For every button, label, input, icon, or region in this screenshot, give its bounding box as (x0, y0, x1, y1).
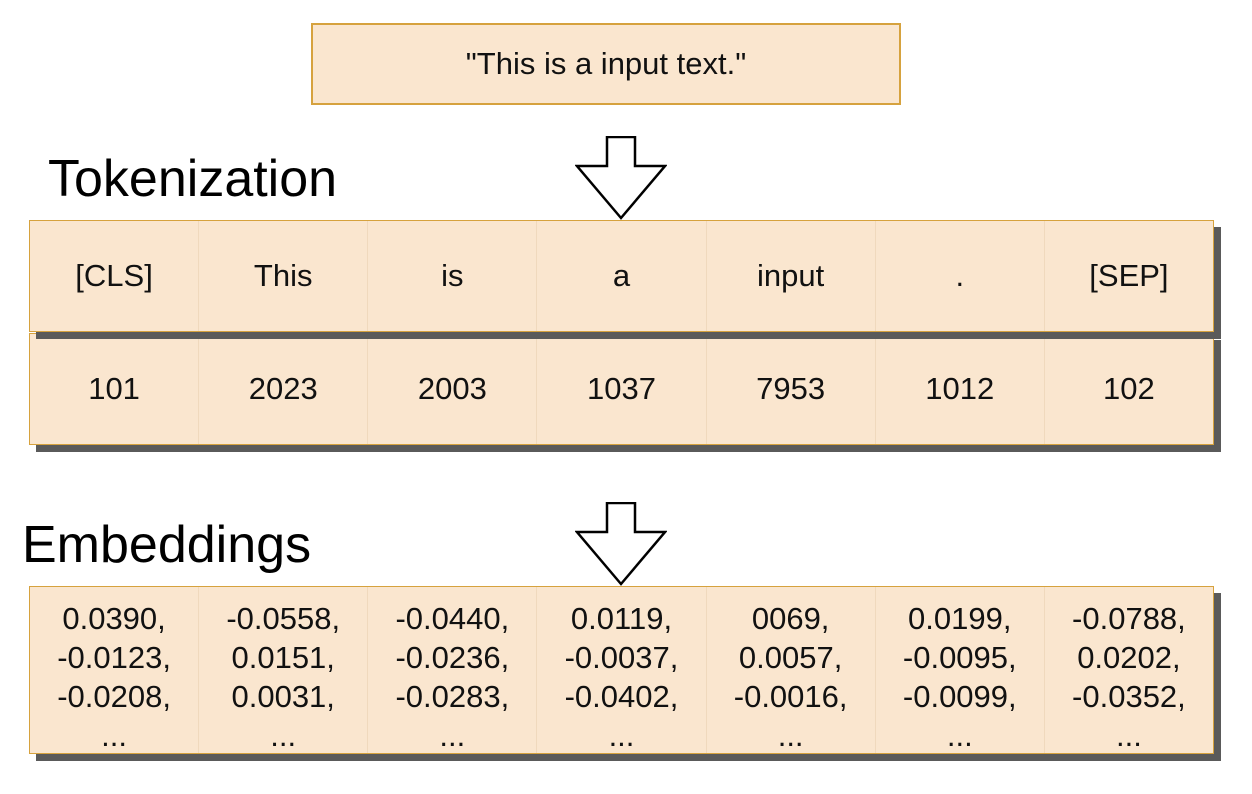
token-id-value: 1037 (587, 371, 656, 406)
token-cell: . (876, 221, 1045, 331)
token-id-cell: 2023 (199, 334, 369, 444)
embedding-value: 0.0031, (231, 679, 335, 714)
down-arrow-icon (575, 136, 667, 220)
embedding-value: -0.0402, (564, 679, 679, 714)
token-cell: [SEP] (1045, 221, 1213, 331)
embedding-value: -0.0037, (564, 640, 679, 675)
input-text: "This is a input text." (465, 46, 747, 81)
token-cell: [CLS] (30, 221, 200, 331)
token-id-cell: 1012 (876, 334, 1045, 444)
tokenization-label: Tokenization (48, 150, 338, 208)
embedding-ellipsis: ... (777, 718, 804, 753)
token-cell: a (537, 221, 707, 331)
embedding-value: -0.0788, (1072, 601, 1186, 636)
input-text-box: "This is a input text." (311, 23, 901, 105)
embedding-value: 0.0202, (1077, 640, 1181, 675)
embedding-cell: -0.0558, 0.0151, 0.0031, ... (199, 587, 369, 753)
embedding-value: 0.0390, (62, 601, 166, 636)
token-label: [SEP] (1089, 258, 1169, 293)
embedding-cell: 0.0390, -0.0123, -0.0208, ... (30, 587, 200, 753)
token-label: This (253, 258, 313, 293)
embedding-cell: -0.0440, -0.0236, -0.0283, ... (368, 587, 538, 753)
embedding-value: -0.0099, (902, 679, 1017, 714)
token-label: . (955, 258, 965, 293)
token-label: is (441, 258, 464, 293)
down-arrow-icon (575, 502, 667, 586)
token-id-value: 101 (88, 371, 140, 406)
embedding-value: -0.0352, (1072, 679, 1186, 714)
embedding-value: 0.0057, (738, 640, 843, 675)
embedding-cell: 0.0199, -0.0095, -0.0099, ... (876, 587, 1045, 753)
embedding-row: 0.0390, -0.0123, -0.0208, ... -0.0558, 0… (29, 586, 1214, 754)
embedding-value: 0.0119, (570, 601, 673, 636)
embedding-value: -0.0208, (57, 679, 171, 714)
embedding-ellipsis: ... (101, 718, 127, 753)
embedding-ellipsis: ... (608, 718, 635, 753)
token-cell: is (368, 221, 538, 331)
token-id-row: 101 2023 2003 1037 7953 1012 102 (29, 333, 1214, 445)
embedding-value: -0.0123, (57, 640, 171, 675)
embeddings-label: Embeddings (22, 516, 312, 574)
embedding-value: -0.0440, (395, 601, 510, 636)
embedding-value: 0069, (751, 601, 830, 636)
token-id-value: 2023 (248, 371, 318, 406)
token-id-value: 2003 (417, 371, 487, 406)
embedding-value: -0.0095, (902, 640, 1017, 675)
embedding-value: 0.0199, (908, 601, 1012, 636)
embedding-ellipsis: ... (946, 718, 973, 753)
token-id-value: 1012 (925, 371, 995, 406)
token-id-cell: 102 (1045, 334, 1213, 444)
token-row: [CLS] This is a input . [SEP] (29, 220, 1214, 332)
embedding-ellipsis: ... (270, 718, 297, 753)
token-id-cell: 1037 (537, 334, 707, 444)
token-cell: input (707, 221, 876, 331)
token-label: [CLS] (75, 258, 153, 293)
embedding-cell: 0.0119, -0.0037, -0.0402, ... (537, 587, 707, 753)
embedding-ellipsis: ... (1115, 718, 1142, 753)
token-id-cell: 101 (30, 334, 200, 444)
embedding-value: 0.0151, (231, 640, 335, 675)
embedding-value: -0.0558, (226, 601, 341, 636)
token-id-value: 7953 (756, 371, 826, 406)
token-label: a (612, 258, 631, 293)
token-label: input (757, 258, 825, 293)
token-cell: This (199, 221, 369, 331)
token-id-value: 102 (1103, 371, 1155, 406)
embedding-cell: -0.0788, 0.0202, -0.0352, ... (1045, 587, 1213, 753)
token-id-cell: 7953 (707, 334, 876, 444)
embedding-value: -0.0016, (733, 679, 848, 714)
embedding-cell: 0069, 0.0057, -0.0016, ... (707, 587, 876, 753)
embedding-value: -0.0283, (395, 679, 510, 714)
embedding-ellipsis: ... (439, 718, 466, 753)
token-id-cell: 2003 (368, 334, 538, 444)
embedding-value: -0.0236, (395, 640, 510, 675)
